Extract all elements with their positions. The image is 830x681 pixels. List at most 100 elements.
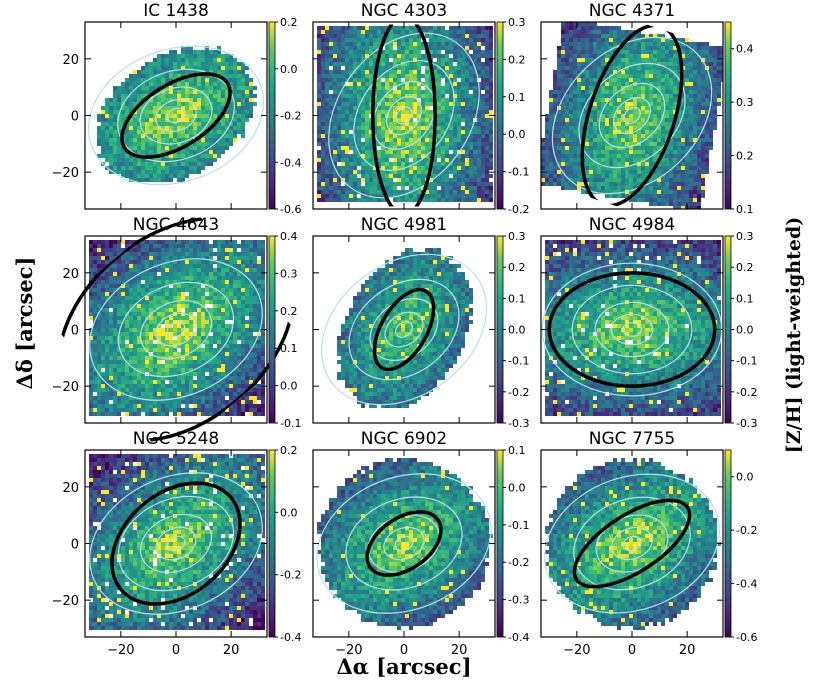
x-tick-label: 20 <box>223 643 240 658</box>
x-axis-label: Δα [arcsec] <box>336 654 471 679</box>
colorbar-tick-label: 0.2 <box>508 53 526 66</box>
colorbar-tick-label: -0.2 <box>280 110 301 123</box>
panel-title: NGC 4303 <box>361 1 447 21</box>
metallicity-map <box>541 22 723 209</box>
colorbar-tick-label: 0.2 <box>736 150 754 163</box>
colorbar-tick-label: 0.1 <box>508 292 526 305</box>
flux-contours <box>89 472 263 615</box>
y-tick-label: −20 <box>52 594 79 609</box>
aperture-ellipse <box>365 510 443 577</box>
x-tick-label: −20 <box>563 643 590 658</box>
colorbar-tick-label: 0.0 <box>508 128 526 141</box>
x-tick-label: 0 <box>628 643 636 658</box>
colorbar <box>496 449 504 638</box>
colorbar-tick-label: -0.2 <box>508 203 529 216</box>
colorbar-tick-label: -0.1 <box>508 355 529 368</box>
panel-title: NGC 4371 <box>589 1 675 21</box>
y-tick-label: 20 <box>62 267 79 282</box>
colorbar-tick-label: -0.1 <box>508 166 529 179</box>
metallicity-map <box>97 46 257 182</box>
flux-contours <box>551 36 713 195</box>
colorbar <box>268 235 276 424</box>
colorbar-tick-label: 0.2 <box>280 444 298 457</box>
colorbar-tick-label: -0.1 <box>280 417 301 430</box>
colorbar-tick-label: 0.2 <box>280 305 298 318</box>
panel: NGC 4981 0.3 0.2 0.1 0.0 -0.1 -0.2 -0.3 <box>312 215 529 430</box>
colorbar-tick-label: 0.1 <box>736 292 754 305</box>
panel: −20 0 20 −20 0 20 NGC 5248 0.2 0.0 -0.2 -0.4 <box>52 429 302 658</box>
panel: −20 0 20 IC 1438 0.2 0.0 -0.2 -0.4 -0.6 <box>52 1 302 216</box>
colorbar-tick-label: -0.6 <box>736 631 757 644</box>
colorbar-tick-label: -0.3 <box>736 417 757 430</box>
colorbar-label: [Z/H] (light-weighted) <box>783 217 805 453</box>
colorbar-tick-label: 0.0 <box>508 481 526 494</box>
metallicity-map <box>545 240 721 416</box>
colorbar-tick-label: 0.0 <box>280 506 298 519</box>
panel-title: NGC 5248 <box>133 429 219 449</box>
colorbar-tick-label: 0.0 <box>280 380 298 393</box>
colorbar <box>268 21 276 210</box>
colorbar-tick-label: -0.2 <box>508 556 529 569</box>
aperture-ellipse <box>372 287 436 372</box>
colorbar-tick-label: -0.1 <box>508 519 529 532</box>
colorbar-tick-label: 0.0 <box>736 324 754 337</box>
colorbar-tick-label: -0.4 <box>280 631 301 644</box>
aperture-ellipse <box>120 72 232 159</box>
colorbar-tick-label: 0.0 <box>280 63 298 76</box>
panel-title: NGC 7755 <box>589 429 675 449</box>
colorbar-tick-label: -0.3 <box>508 594 529 607</box>
colorbar-tick-label: 0.1 <box>736 203 754 216</box>
colorbar-tick-label: -0.4 <box>736 578 757 591</box>
colorbar <box>724 235 732 424</box>
colorbar-tick-label: 0.4 <box>736 43 754 56</box>
colorbar-tick-label: -0.1 <box>736 355 757 368</box>
panel: −20 0 20 NGC 4643 0.4 0.3 0.2 0.1 0.0 -0.1 <box>52 215 301 443</box>
colorbar-tick-label: 0.2 <box>508 261 526 274</box>
colorbar <box>496 21 504 210</box>
colorbar <box>496 235 504 424</box>
colorbar-tick-label: -0.6 <box>280 203 301 216</box>
colorbar <box>724 449 732 638</box>
y-tick-label: 0 <box>71 538 79 553</box>
y-tick-label: 20 <box>62 481 79 496</box>
colorbar-tick-label: 0.3 <box>736 230 754 243</box>
aperture-ellipse <box>547 271 717 388</box>
colorbar <box>268 449 276 638</box>
flux-contours <box>87 45 265 186</box>
y-axis-label: Δδ [arcsec] <box>12 257 37 390</box>
panel-title: NGC 4643 <box>133 215 219 235</box>
colorbar-tick-label: -0.4 <box>508 631 529 644</box>
colorbar-tick-label: -0.4 <box>280 156 301 169</box>
metallicity-map <box>89 240 265 416</box>
colorbar-tick-label: 0.3 <box>508 16 526 29</box>
colorbar-tick-label: 0.2 <box>280 16 298 29</box>
colorbar-tick-label: 0.4 <box>280 230 298 243</box>
panel-title: NGC 4984 <box>589 215 675 235</box>
colorbar-tick-label: 0.1 <box>508 444 526 457</box>
colorbar-tick-label: -0.2 <box>280 569 301 582</box>
x-tick-label: 0 <box>400 643 408 658</box>
panel: −20 0 20 NGC 7755 0.0 -0.2 -0.4 -0.6 <box>540 429 757 658</box>
panel: NGC 4371 0.4 0.3 0.2 0.1 <box>540 1 754 216</box>
panel-title: NGC 4981 <box>361 215 447 235</box>
panel-title: NGC 6902 <box>361 429 447 449</box>
colorbar-tick-label: 0.0 <box>508 324 526 337</box>
metallicity-map <box>89 454 265 630</box>
colorbar-tick-label: 0.1 <box>280 342 298 355</box>
panel: NGC 4303 0.3 0.2 0.1 0.0 -0.1 -0.2 <box>312 1 529 216</box>
colorbar-tick-label: 0.3 <box>280 267 298 280</box>
aperture-ellipse <box>371 24 437 207</box>
colorbar-tick-label: -0.2 <box>736 524 757 537</box>
colorbar <box>724 21 732 210</box>
metallicity-map <box>317 458 493 630</box>
y-tick-label: −20 <box>52 166 79 181</box>
x-tick-label: 0 <box>172 643 180 658</box>
colorbar-tick-label: -0.3 <box>508 417 529 430</box>
metallicity-map <box>545 458 721 630</box>
y-tick-label: 20 <box>62 53 79 68</box>
x-tick-label: −20 <box>335 643 362 658</box>
y-tick-label: −20 <box>52 380 79 395</box>
flux-contours <box>328 32 480 199</box>
y-tick-label: 0 <box>71 324 79 339</box>
